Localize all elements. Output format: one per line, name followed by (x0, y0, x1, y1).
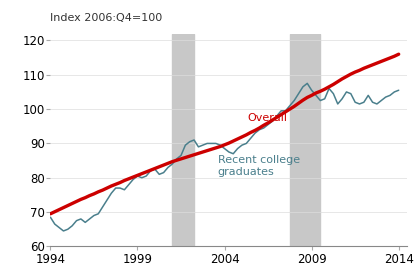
Bar (172, 34, 194, 246)
Text: Index 2006:Q4=100: Index 2006:Q4=100 (50, 13, 163, 23)
Text: Overall: Overall (247, 113, 287, 123)
Text: Recent college
graduates: Recent college graduates (218, 155, 300, 177)
Bar (290, 34, 320, 246)
